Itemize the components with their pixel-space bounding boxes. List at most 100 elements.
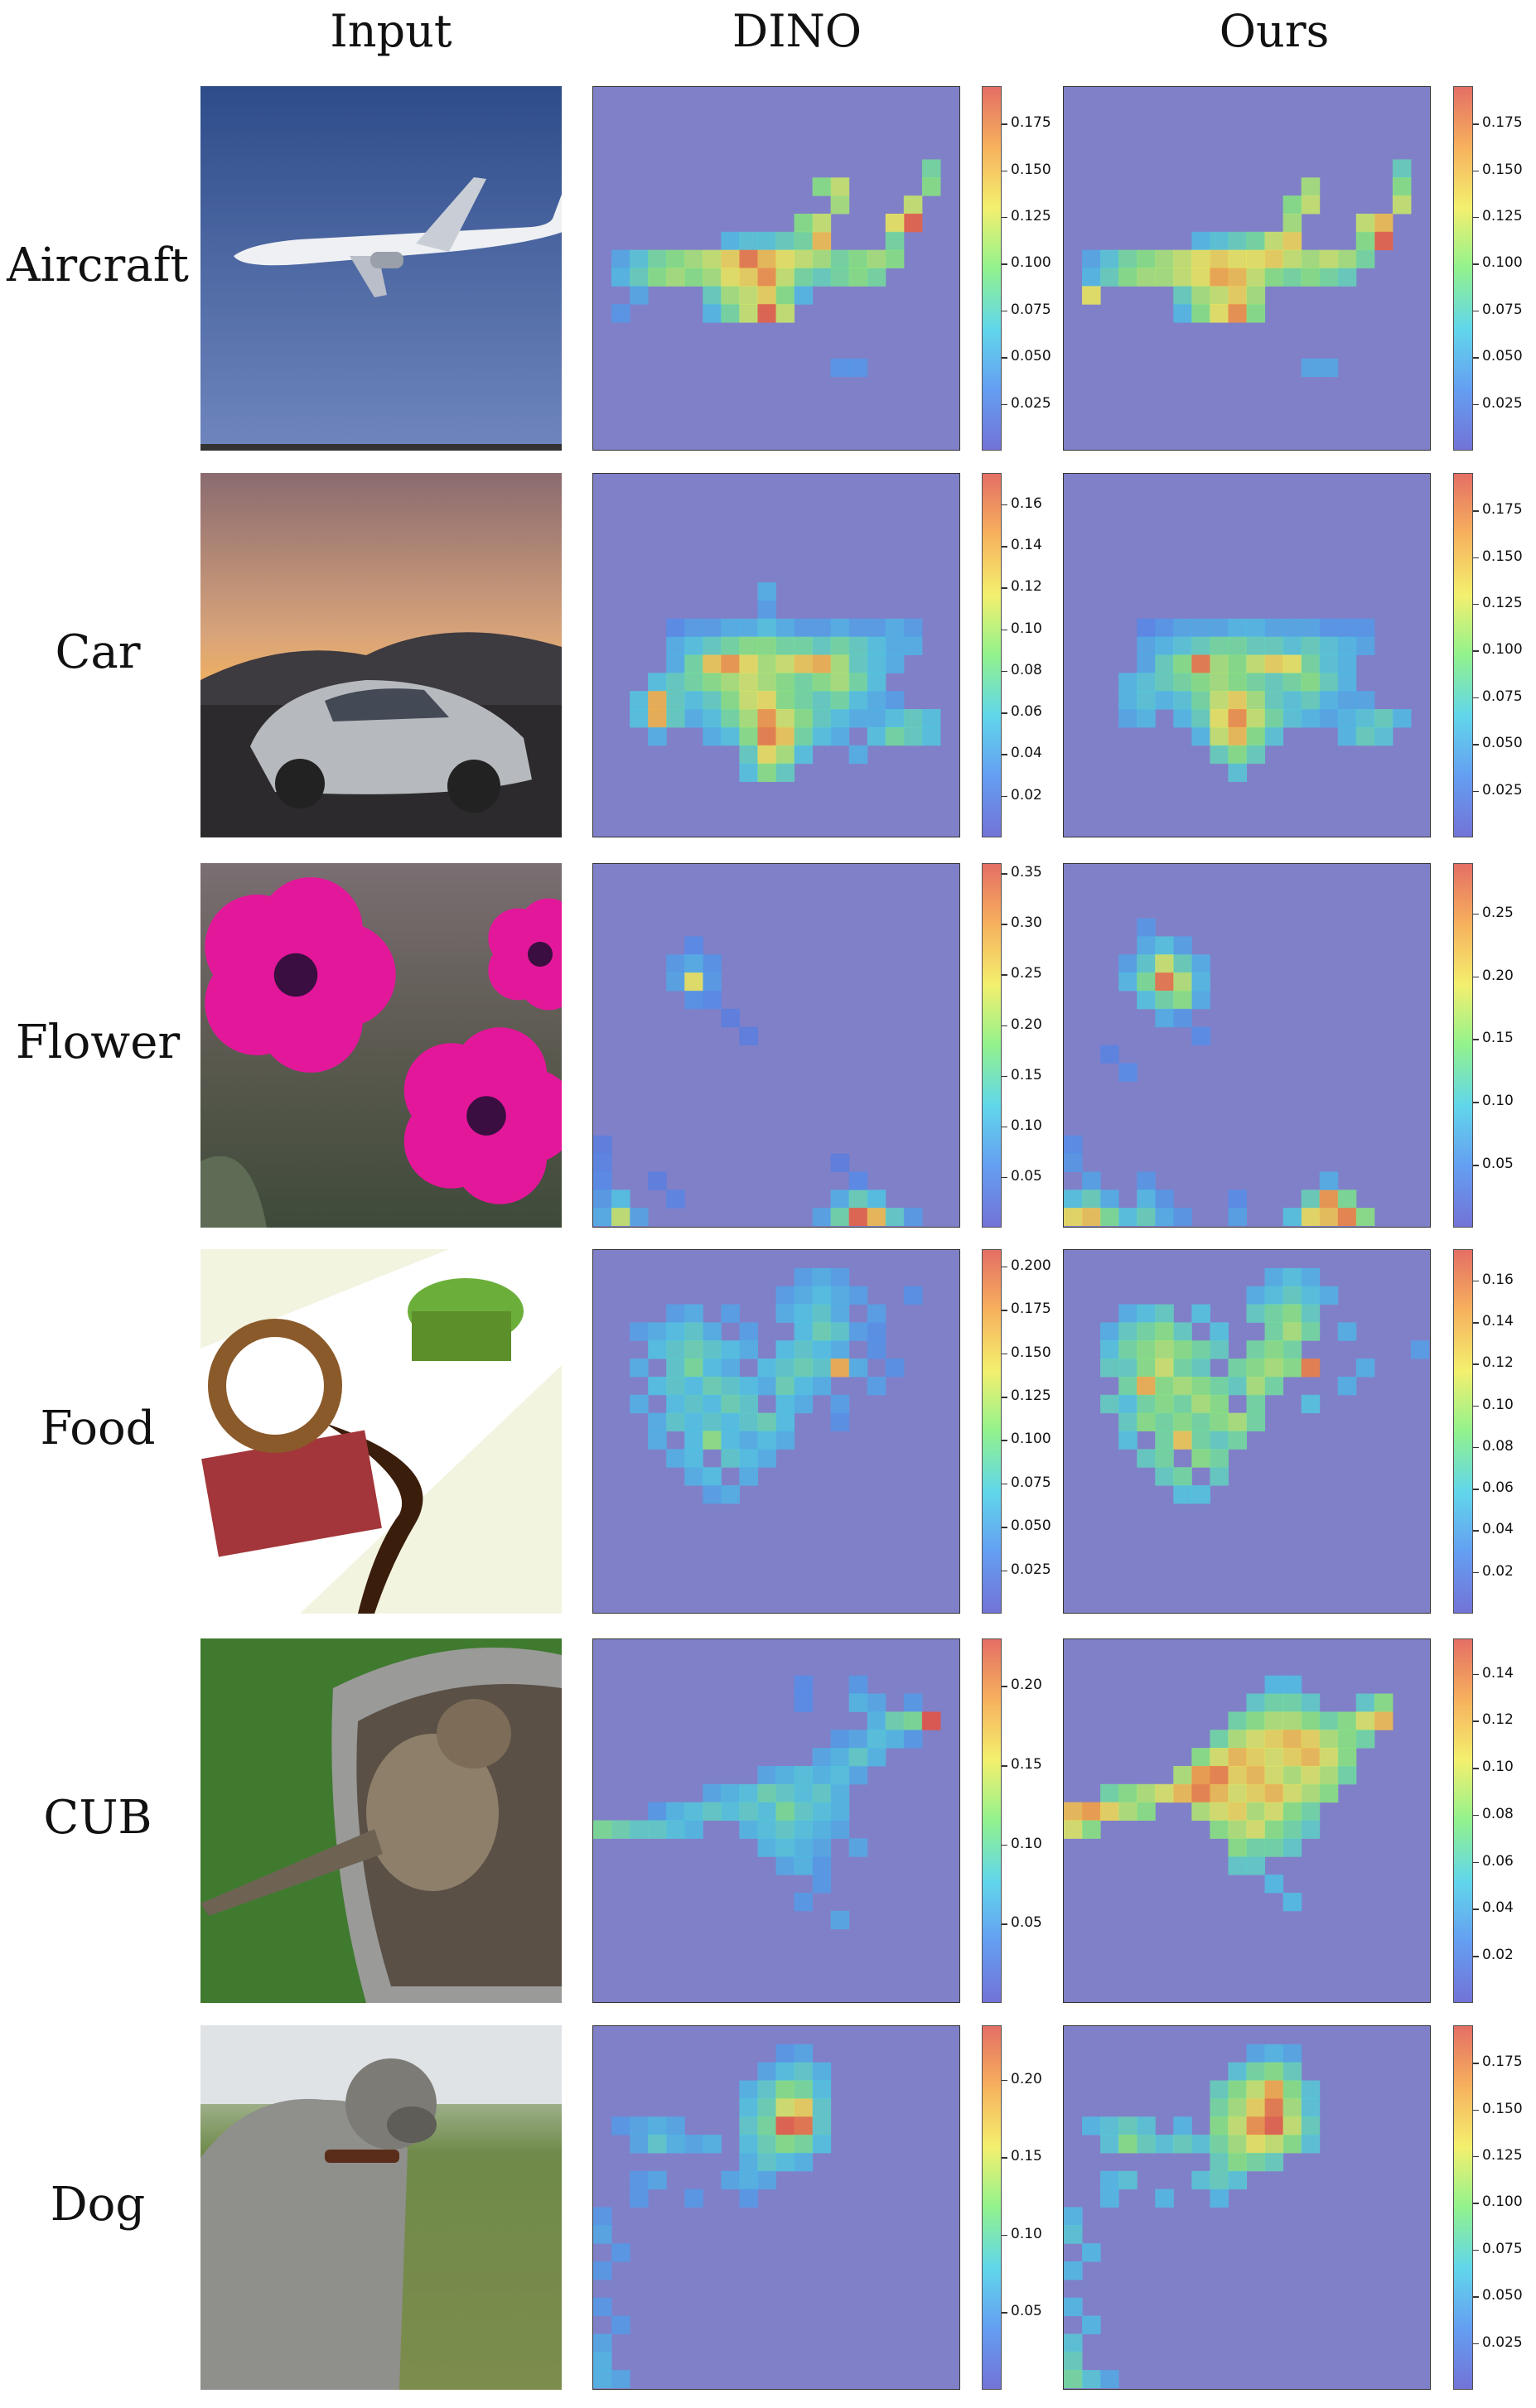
heatmap-cell: [1319, 673, 1339, 692]
heatmap-cell: [1191, 954, 1210, 973]
heatmap-cell: [1246, 2135, 1266, 2154]
heatmap-cell: [593, 2333, 612, 2353]
heatmap-cell: [739, 1394, 758, 1414]
heatmap-cell: [775, 2116, 795, 2135]
heatmap-cell: [1064, 2225, 1083, 2244]
heatmap-cell: [830, 691, 850, 710]
heatmap-cell: [1264, 1693, 1284, 1712]
heatmap-cell: [1337, 1190, 1357, 1209]
colorbar-tick-label: 0.150: [1011, 1344, 1051, 1361]
heatmap-cell: [1337, 1711, 1357, 1730]
row-label-flower: Flower: [15, 1016, 181, 1069]
heatmap-cell: [721, 2170, 740, 2190]
heatmap-cell: [794, 1358, 814, 1378]
heatmap-cell: [721, 249, 740, 268]
heatmap-cell: [1173, 1783, 1192, 1803]
heatmap-cell: [1155, 1783, 1174, 1803]
heatmap-cell: [867, 1190, 886, 1209]
colorbar-tick: [1002, 795, 1007, 798]
heatmap-cell: [1264, 726, 1284, 746]
heatmap-cell: [1173, 636, 1192, 655]
heatmap-cell: [1210, 2098, 1229, 2117]
heatmap-cell: [1246, 1802, 1266, 1821]
heatmap-cell: [739, 1340, 758, 1359]
heatmap-cell: [794, 1802, 814, 1821]
heatmap-cell: [812, 249, 832, 268]
heatmap-cell: [703, 304, 722, 323]
heatmap-cell: [684, 268, 703, 287]
heatmap-cell: [1118, 2116, 1138, 2135]
heatmap-cell: [1210, 745, 1229, 765]
colorbar-tick: [1473, 216, 1479, 219]
colorbar-tick-label: 0.14: [1482, 1664, 1514, 1682]
heatmap-cell: [1137, 1394, 1156, 1414]
heatmap-cell: [1155, 1340, 1174, 1359]
heatmap-cell: [1173, 1431, 1192, 1450]
heatmap-cell: [703, 1802, 722, 1821]
heatmap-cell: [1082, 1190, 1101, 1209]
colorbar-tick-label: 0.175: [1482, 114, 1523, 132]
heatmap-cell: [1301, 1820, 1321, 1839]
heatmap-cell: [885, 249, 905, 268]
heatmap-cell: [794, 1376, 814, 1396]
heatmap-cell: [1118, 954, 1138, 973]
heatmap-cell: [812, 691, 832, 710]
heatmap-cell: [812, 2135, 832, 2154]
heatmap-cell: [648, 1412, 667, 1431]
heatmap-cell: [1228, 2152, 1247, 2172]
heatmap-cell: [1100, 2135, 1119, 2154]
heatmap-cell: [1246, 231, 1266, 251]
heatmap-cell: [721, 1304, 740, 1323]
heatmap-cell: [630, 249, 649, 268]
heatmap-cell: [1355, 1358, 1375, 1378]
header-ours: Ours: [1219, 5, 1330, 57]
heatmap-cell: [1064, 1820, 1083, 1839]
heatmap-cell: [1337, 268, 1357, 287]
heatmap-cell: [684, 636, 703, 655]
heatmap-cell: [1118, 1394, 1138, 1414]
heatmap-cell: [848, 673, 868, 692]
heatmap-cell: [1100, 1045, 1119, 1064]
heatmap-cell: [794, 2152, 814, 2172]
heatmap-cell: [812, 2116, 832, 2135]
heatmap-cell: [1319, 709, 1339, 728]
colorbar-tick-label: 0.05: [1011, 1167, 1042, 1185]
heatmap-cell: [630, 1322, 649, 1341]
heatmap-cell: [1228, 636, 1247, 655]
heatmap-cell: [721, 268, 740, 287]
heatmap-cell: [739, 286, 758, 305]
colorbar-ours-flower: [1453, 863, 1473, 1228]
heatmap-cell: [812, 1304, 832, 1323]
heatmap-cell: [794, 1394, 814, 1414]
heatmap-cell: [1246, 1730, 1266, 1749]
heatmap-cell: [830, 177, 850, 196]
heatmap-cell: [1173, 1322, 1192, 1341]
heatmap-cell: [1301, 618, 1321, 638]
colorbar-tick: [1473, 1446, 1479, 1449]
heatmap-cell: [739, 763, 758, 782]
heatmap-cell: [757, 1765, 776, 1785]
heatmap-cell: [703, 709, 722, 728]
colorbar-tick-label: 0.100: [1011, 254, 1051, 272]
heatmap-cell: [1173, 1394, 1192, 1414]
colorbar-tick: [1002, 1527, 1007, 1528]
heatmap-cell: [757, 763, 776, 782]
heatmap-cell: [1191, 1026, 1210, 1045]
heatmap-dino-aircraft: [592, 86, 960, 451]
heatmap-cell: [1319, 268, 1339, 287]
heatmap-cell: [1228, 726, 1247, 746]
heatmap-cell: [1246, 304, 1266, 323]
heatmap-cell: [1228, 1783, 1247, 1803]
heatmap-cell: [1173, 709, 1192, 728]
heatmap-cell: [739, 1449, 758, 1468]
heatmap-cell: [739, 1322, 758, 1341]
heatmap-cell: [921, 177, 941, 196]
heatmap-cell: [1191, 231, 1210, 251]
heatmap-cell: [775, 673, 795, 692]
heatmap-cell: [1064, 1208, 1083, 1226]
heatmap-cell: [1191, 1376, 1210, 1396]
heatmap-cell: [830, 709, 850, 728]
heatmap-cell: [1228, 763, 1247, 782]
heatmap-cell: [794, 1892, 814, 1912]
colorbar-ours-car: [1453, 473, 1473, 837]
